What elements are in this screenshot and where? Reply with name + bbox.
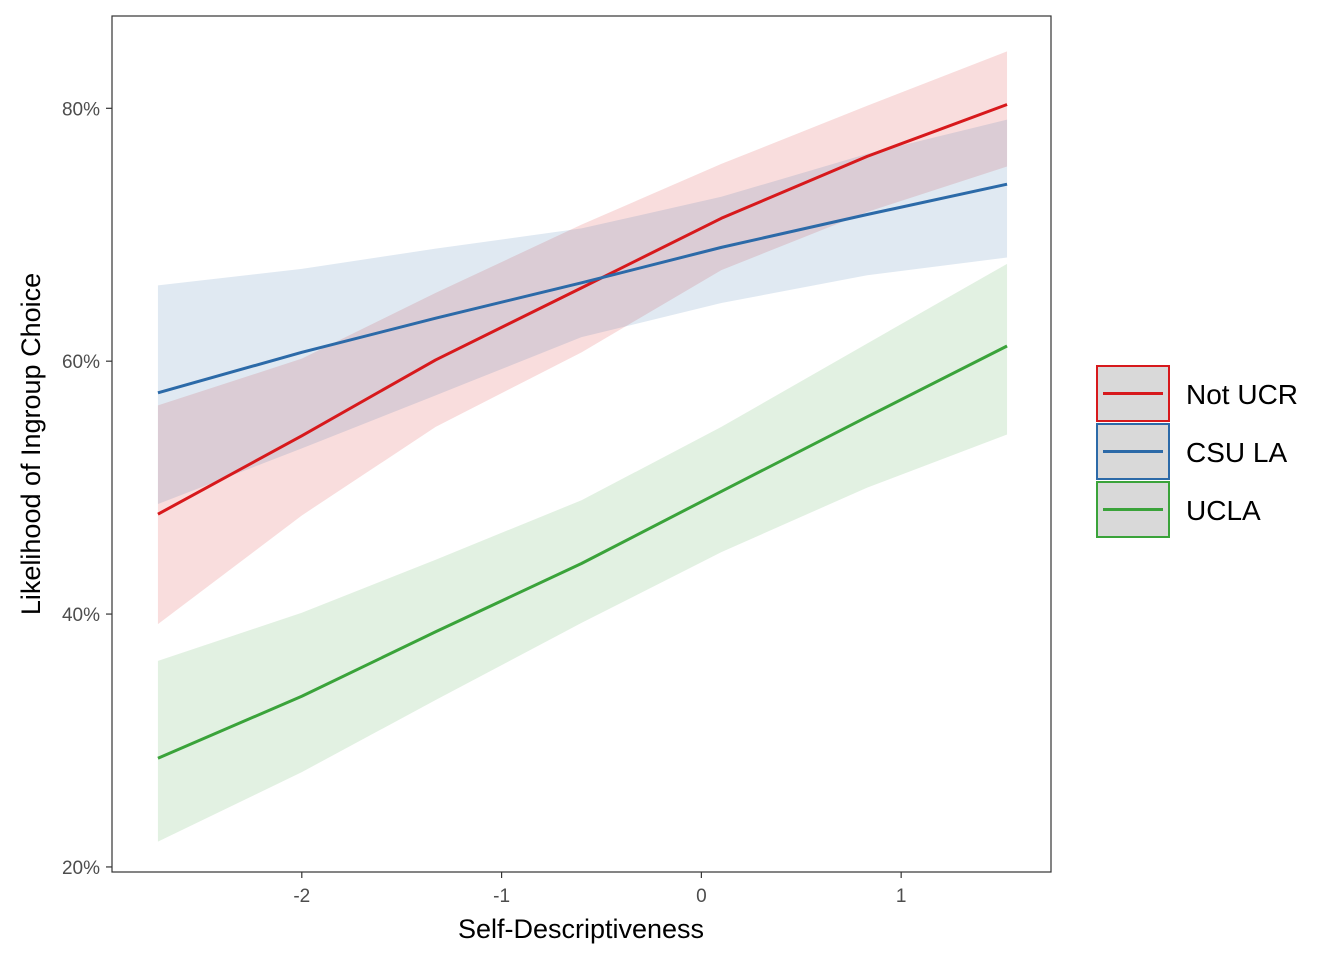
legend-label: Not UCR (1186, 379, 1298, 410)
x-tick-label: -2 (293, 886, 310, 907)
x-tick-label: -1 (493, 886, 510, 907)
y-tick-label: 80% (62, 99, 100, 120)
y-tick-label: 20% (62, 858, 100, 879)
x-tick-label: 0 (696, 886, 707, 907)
x-tick-label: 1 (896, 886, 907, 907)
legend-item-csu-la: CSU LA (1096, 423, 1287, 480)
x-axis: -2 -1 0 1 (293, 872, 906, 907)
ci-band-not-ucr (157, 51, 1008, 625)
series-lines (157, 103, 1008, 760)
series-line-csu-la (157, 182, 1008, 395)
ci-band-ucla (157, 263, 1008, 842)
y-axis-title: Likelihood of Ingroup Choice (16, 273, 46, 615)
legend-item-ucla: UCLA (1096, 481, 1261, 538)
legend-label: CSU LA (1186, 437, 1287, 468)
legend-label: UCLA (1186, 495, 1261, 526)
plot-border (111, 15, 1052, 873)
series-line-ucla (157, 344, 1008, 760)
y-axis: 20% 40% 60% 80% (62, 99, 112, 879)
ci-bands (157, 51, 1008, 842)
legend: Not UCR CSU LA UCLA (1096, 365, 1298, 538)
series-line-not-ucr (157, 103, 1008, 516)
x-axis-title: Self-Descriptiveness (458, 914, 704, 944)
legend-item-not-ucr: Not UCR (1096, 365, 1298, 422)
plot-background (112, 16, 1051, 872)
ci-band-csu-la (157, 119, 1008, 505)
y-tick-label: 60% (62, 352, 100, 373)
y-tick-label: 40% (62, 605, 100, 626)
